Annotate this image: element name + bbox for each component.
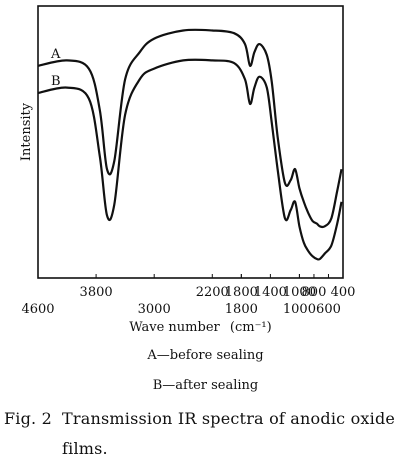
x-axis-label-text: Wave number bbox=[129, 320, 220, 335]
x-axis-label: Wave number (cm⁻¹) bbox=[129, 320, 271, 335]
figure-label: Fig. 2 bbox=[4, 409, 53, 428]
plot-frame bbox=[37, 5, 344, 279]
x-tick-label-top-2200: 2200 bbox=[196, 285, 229, 300]
x-tick-label-bottom-3000: 3000 bbox=[138, 302, 171, 317]
y-axis-label: Intensity bbox=[19, 102, 34, 161]
x-tick-label-top-1400: 1400 bbox=[254, 285, 287, 300]
series-label-A: A bbox=[50, 47, 61, 62]
caption-line-2: films. bbox=[62, 439, 108, 458]
x-tick-label-top-400: 400 bbox=[331, 285, 356, 300]
legend-entry-a: A—before sealing bbox=[147, 348, 264, 363]
x-tick-label-bottom-4600: 4600 bbox=[21, 302, 54, 317]
x-tick-label-top-3800: 3800 bbox=[80, 285, 113, 300]
x-tick-label-top-1800: 1800 bbox=[225, 285, 258, 300]
x-axis-label-unit: (cm⁻¹) bbox=[230, 320, 272, 335]
x-tick-label-bottom-600: 600 bbox=[316, 302, 341, 317]
x-tick-label-top-1000: 1000 bbox=[283, 285, 316, 300]
x-tick-label-bottom-1000: 1000 bbox=[283, 302, 316, 317]
caption-line-1: Transmission IR spectra of anodic oxide bbox=[62, 409, 396, 428]
series-label-B: B bbox=[51, 74, 61, 89]
series-line-A bbox=[37, 28, 343, 229]
legend-entry-b: B—after sealing bbox=[152, 378, 259, 393]
x-tick-label-bottom-1800: 1800 bbox=[225, 302, 258, 317]
x-tick-label-top-800: 800 bbox=[302, 285, 327, 300]
series-layer bbox=[37, 28, 343, 261]
figure-caption: Fig. 2 Transmission IR spectra of anodic … bbox=[4, 411, 408, 457]
series-line-B bbox=[37, 58, 343, 261]
